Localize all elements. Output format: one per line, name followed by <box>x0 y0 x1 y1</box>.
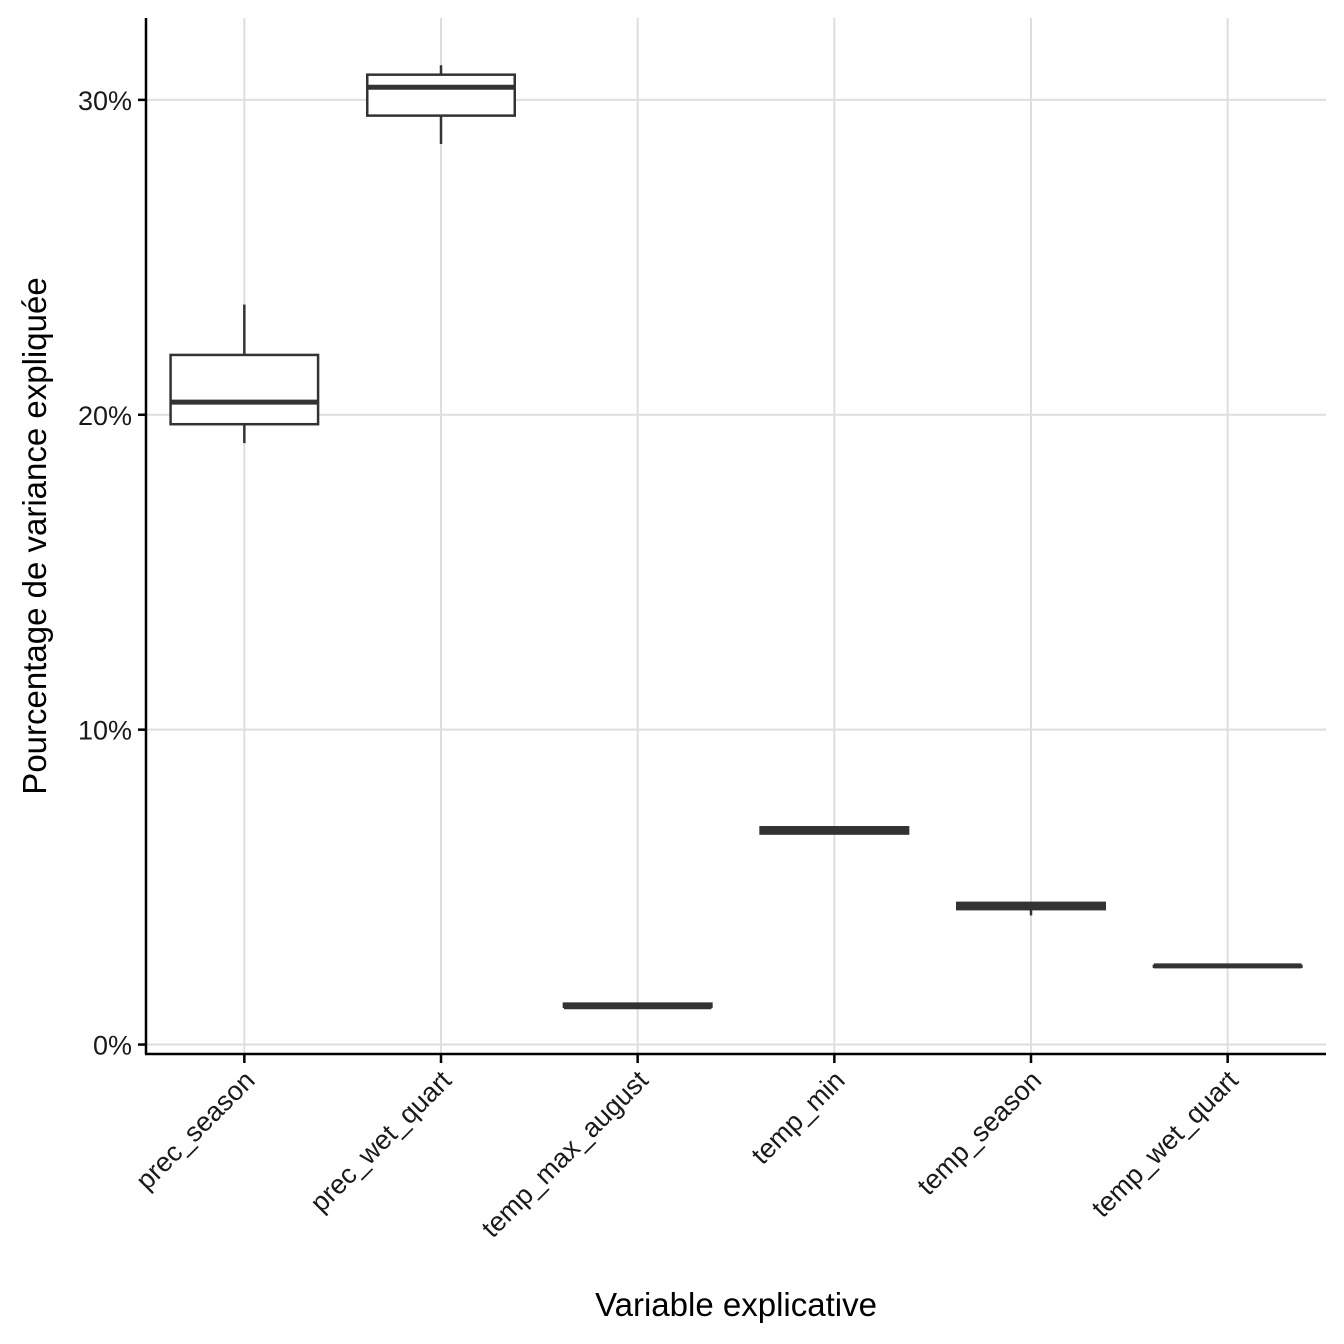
box-temp_season <box>956 901 1106 916</box>
grid-layer <box>146 18 1326 1054</box>
x-tick-label: prec_season <box>130 1065 261 1196</box>
axis-layer <box>138 18 1326 1063</box>
box-temp_min <box>759 826 910 835</box>
box-temp_wet_quart <box>1152 963 1303 969</box>
y-axis-title: Pourcentage de variance expliquée <box>16 277 53 794</box>
y-tick-label: 30% <box>78 86 132 116</box>
box-prec_wet_quart <box>366 65 516 144</box>
x-axis-title: Variable explicative <box>595 1286 877 1323</box>
x-tick-label: temp_season <box>911 1065 1047 1201</box>
box-temp_max_august <box>562 1002 713 1010</box>
x-tick-label: temp_wet_quart <box>1086 1065 1244 1223</box>
box-layer <box>169 65 1303 1010</box>
y-tick-label: 0% <box>93 1031 132 1061</box>
x-tick-label: prec_wet_quart <box>304 1065 457 1218</box>
box-prec_season <box>169 304 320 444</box>
x-tick-label: temp_max_august <box>476 1065 655 1244</box>
label-layer: 0%10%20%30%prec_season prec_wet_quart temp… <box>78 86 1244 1243</box>
y-tick-label: 10% <box>78 716 132 746</box>
y-tick-label: 20% <box>78 401 132 431</box>
box-iqr <box>169 353 320 426</box>
x-tick-label: temp_min <box>746 1065 851 1170</box>
box-iqr <box>366 73 516 117</box>
